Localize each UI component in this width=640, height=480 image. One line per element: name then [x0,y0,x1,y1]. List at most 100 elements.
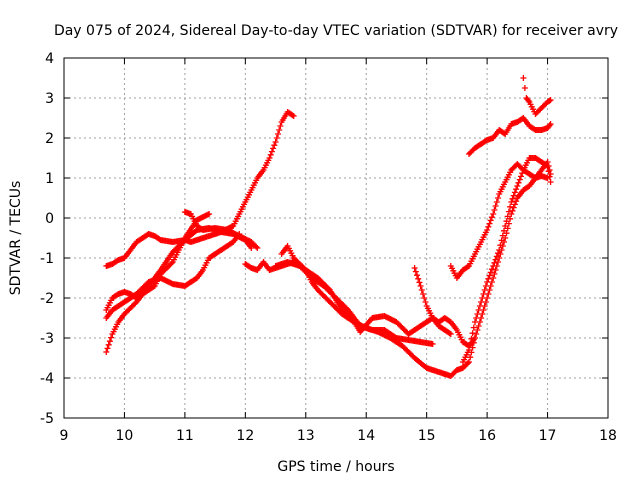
data-point [275,131,281,137]
data-point [546,122,553,129]
data-point [482,283,489,289]
y-tick-label: 4 [45,51,54,67]
data-point [290,113,297,119]
data-point [520,75,527,81]
data-series [103,75,554,379]
data-point [414,272,420,279]
data-point [273,135,280,141]
data-point [421,295,428,301]
series-track-n [520,75,554,117]
data-point [546,173,553,180]
data-point [474,327,481,333]
data-point [270,145,277,152]
data-point [168,260,175,267]
data-point [266,155,273,161]
data-point [509,207,516,214]
data-point [429,341,436,347]
y-tick-label: 2 [45,131,54,147]
data-point [492,267,499,273]
data-point [509,195,516,202]
data-point [103,349,110,355]
data-point [268,148,275,155]
data-point [469,330,476,337]
data-point [493,199,500,205]
plot-frame [63,57,609,419]
data-point [516,176,523,183]
data-point [469,344,476,351]
data-point [253,243,260,250]
data-point [447,331,454,337]
data-point [490,211,497,217]
data-point [504,213,511,220]
y-tick-label: 3 [45,91,54,107]
data-point [492,256,499,263]
y-tick-label: 1 [45,171,54,187]
data-point [487,217,494,224]
data-point [488,214,495,221]
data-point [470,339,477,346]
data-point [547,97,554,103]
data-point [496,247,503,253]
data-point [507,203,514,210]
y-tick-label: -4 [40,371,54,387]
data-point [519,170,526,177]
data-point [546,97,553,104]
data-point [466,359,472,365]
data-point [508,199,515,205]
data-point [475,307,482,313]
x-tick-label: 15 [418,428,436,444]
data-point [416,279,423,286]
data-point [499,232,506,239]
y-tick-label: -1 [40,251,54,267]
data-point [468,335,475,342]
chart-title: Day 075 of 2024, Sidereal Day-to-day VTE… [54,23,618,39]
data-point [501,227,507,234]
data-point [492,203,499,209]
series-track-i [411,265,454,337]
data-point [417,283,424,289]
x-tick-label: 16 [478,428,496,444]
series-track-l [459,155,554,365]
data-point [515,179,522,186]
data-point [514,183,521,189]
data-point [498,237,505,244]
data-point [254,245,261,251]
data-point [276,127,283,133]
data-point [473,331,480,337]
data-point [466,347,472,353]
data-point [470,324,477,331]
data-point [412,268,419,275]
y-tick-label: -3 [40,331,54,347]
data-point [491,207,498,213]
data-point [502,223,509,229]
data-point [495,250,501,257]
y-tick-label: -2 [40,291,54,307]
data-point [271,142,278,149]
data-point [478,299,485,305]
data-point [490,263,497,269]
y-axis-label: SDTVAR / TECUs [8,181,24,296]
data-point [518,173,524,180]
series-track-c [103,211,213,313]
data-point [422,299,429,305]
data-point [476,303,483,309]
data-point [105,341,112,348]
data-point [411,265,418,271]
data-point [488,266,495,273]
x-tick-label: 10 [116,428,134,444]
data-point [486,220,493,227]
data-point [272,139,279,145]
data-point [487,269,494,276]
y-tick-label: -5 [40,411,54,427]
x-tick-label: 14 [357,428,375,444]
x-axis-label: GPS time / hours [277,459,394,475]
data-point [543,162,550,169]
data-point [484,279,491,285]
data-point [513,198,520,205]
data-point [521,85,528,91]
data-point [544,163,551,169]
data-point [503,218,510,225]
data-point [511,201,518,208]
data-point [418,287,425,293]
data-point [490,275,497,281]
